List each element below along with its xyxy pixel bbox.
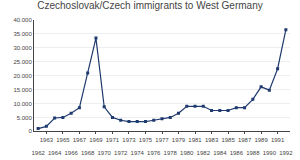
svg-text:35.000: 35.000 [13, 31, 32, 37]
svg-text:1986: 1986 [230, 150, 244, 156]
svg-text:1966: 1966 [64, 150, 78, 156]
svg-text:1983: 1983 [205, 137, 219, 143]
svg-text:15.000: 15.000 [13, 87, 32, 93]
svg-text:1965: 1965 [56, 137, 70, 143]
svg-text:1992: 1992 [279, 150, 293, 156]
svg-text:1968: 1968 [81, 150, 95, 156]
svg-text:1976: 1976 [147, 150, 161, 156]
svg-text:25.000: 25.000 [13, 59, 32, 65]
svg-text:5.000: 5.000 [17, 115, 33, 121]
svg-text:0: 0 [28, 128, 32, 134]
svg-text:20.000: 20.000 [13, 73, 32, 79]
svg-text:1989: 1989 [254, 137, 268, 143]
svg-text:1964: 1964 [48, 150, 62, 156]
svg-text:40.000: 40.000 [13, 17, 32, 23]
svg-text:1969: 1969 [89, 137, 103, 143]
svg-text:1987: 1987 [238, 137, 252, 143]
svg-text:1984: 1984 [213, 150, 227, 156]
svg-text:1988: 1988 [246, 150, 260, 156]
svg-text:Czechoslovak/Czech immigrants: Czechoslovak/Czech immigrants to West Ge… [37, 0, 262, 11]
svg-text:1972: 1972 [114, 150, 128, 156]
svg-text:1975: 1975 [139, 137, 153, 143]
svg-text:1962: 1962 [31, 150, 45, 156]
svg-text:10.000: 10.000 [13, 101, 32, 107]
svg-text:1982: 1982 [197, 150, 211, 156]
svg-text:1970: 1970 [98, 150, 112, 156]
svg-text:1963: 1963 [40, 137, 54, 143]
svg-text:1981: 1981 [188, 137, 202, 143]
svg-text:1979: 1979 [172, 137, 186, 143]
svg-text:1978: 1978 [164, 150, 178, 156]
svg-text:1971: 1971 [106, 137, 120, 143]
svg-text:30.000: 30.000 [13, 45, 32, 51]
svg-text:1980: 1980 [180, 150, 194, 156]
svg-text:1990: 1990 [263, 150, 277, 156]
svg-text:1977: 1977 [155, 137, 169, 143]
svg-text:1974: 1974 [131, 150, 145, 156]
svg-text:1973: 1973 [122, 137, 136, 143]
svg-text:1967: 1967 [73, 137, 87, 143]
svg-text:1991: 1991 [271, 137, 285, 143]
svg-text:1985: 1985 [221, 137, 235, 143]
